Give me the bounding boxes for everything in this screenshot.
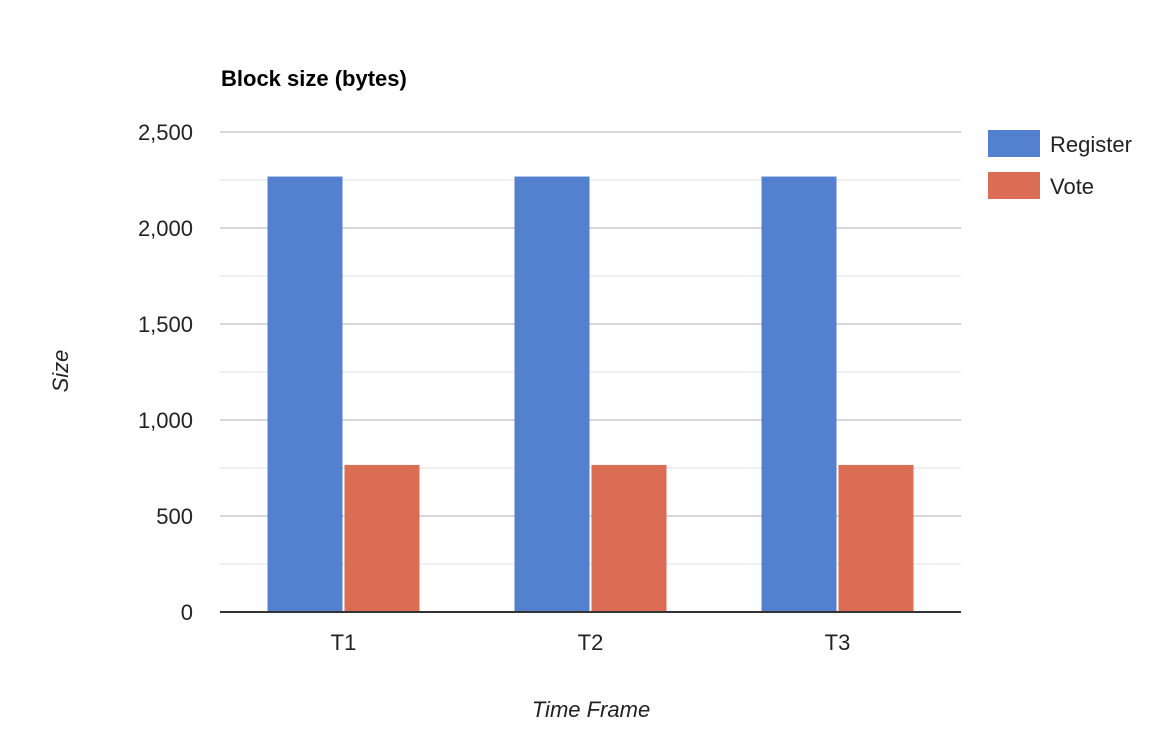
chart-title: Block size (bytes) <box>221 66 407 91</box>
legend-label-vote: Vote <box>1050 174 1094 199</box>
x-tick-label: T1 <box>331 630 357 655</box>
y-tick-label: 1,000 <box>138 408 193 433</box>
bar-register-t2 <box>514 176 590 612</box>
x-axis-title: Time Frame <box>532 697 650 722</box>
y-tick-label: 2,500 <box>138 120 193 145</box>
y-tick-label: 500 <box>156 504 193 529</box>
y-tick-label: 2,000 <box>138 216 193 241</box>
legend: Register Vote <box>988 130 1132 199</box>
x-axis-tick-labels: T1 T2 T3 <box>331 630 851 655</box>
y-axis-title: Size <box>48 350 73 393</box>
legend-swatch-register <box>988 130 1040 157</box>
y-axis-tick-labels: 0 500 1,000 1,500 2,000 2,500 <box>138 120 193 625</box>
x-tick-label: T3 <box>825 630 851 655</box>
legend-swatch-vote <box>988 172 1040 199</box>
bar-register-t1 <box>267 176 343 612</box>
bar-vote-t3 <box>838 464 914 612</box>
bar-vote-t2 <box>591 464 667 612</box>
legend-label-register: Register <box>1050 132 1132 157</box>
bar-register-t3 <box>761 176 837 612</box>
bar-vote-t1 <box>344 464 420 612</box>
y-tick-label: 0 <box>181 600 193 625</box>
bars <box>267 176 914 612</box>
gridlines <box>220 131 961 565</box>
y-tick-label: 1,500 <box>138 312 193 337</box>
x-tick-label: T2 <box>578 630 604 655</box>
